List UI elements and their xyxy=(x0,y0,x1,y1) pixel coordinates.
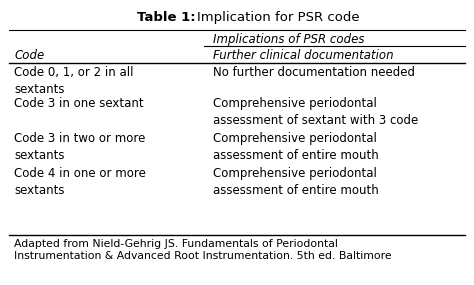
Text: Code 4 in one or more
sextants: Code 4 in one or more sextants xyxy=(14,167,146,197)
Text: Code 3 in one sextant: Code 3 in one sextant xyxy=(14,97,144,111)
Text: Code 3 in two or more
sextants: Code 3 in two or more sextants xyxy=(14,132,146,162)
Text: Comprehensive periodontal
assessment of entire mouth: Comprehensive periodontal assessment of … xyxy=(213,167,379,197)
Text: Implications of PSR codes: Implications of PSR codes xyxy=(213,33,365,46)
Text: Code: Code xyxy=(14,49,45,62)
Text: Implication for PSR code: Implication for PSR code xyxy=(197,11,359,24)
Text: Comprehensive periodontal
assessment of entire mouth: Comprehensive periodontal assessment of … xyxy=(213,132,379,162)
Text: No further documentation needed: No further documentation needed xyxy=(213,66,415,79)
Text: Further clinical documentation: Further clinical documentation xyxy=(213,49,394,62)
Text: Comprehensive periodontal
assessment of sextant with 3 code: Comprehensive periodontal assessment of … xyxy=(213,97,419,127)
Text: Table 1:: Table 1: xyxy=(137,11,196,24)
Text: Adapted from Nield-Gehrig JS. Fundamentals of Periodontal
Instrumentation & Adva: Adapted from Nield-Gehrig JS. Fundamenta… xyxy=(14,239,392,261)
Text: Code 0, 1, or 2 in all
sextants: Code 0, 1, or 2 in all sextants xyxy=(14,66,134,96)
